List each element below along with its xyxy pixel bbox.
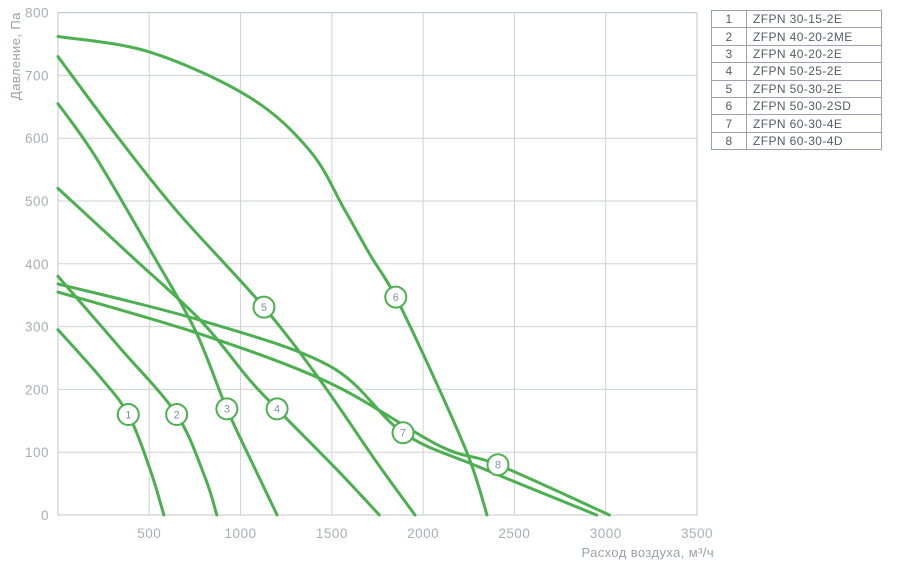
y-tick-label: 200	[25, 382, 49, 397]
legend-row: 3 ZFPN 40-20-2E	[711, 44, 882, 64]
curve-marker-number-7: 7	[400, 428, 406, 440]
x-tick-label: 2500	[498, 526, 530, 541]
y-tick-label: 700	[25, 68, 49, 83]
legend-row-number: 6	[711, 96, 747, 116]
legend-row-model: ZFPN 50-30-2SD	[746, 96, 882, 116]
curve-marker-circle-4	[265, 397, 289, 421]
curve-marker-number-8: 8	[495, 460, 501, 472]
y-tick-label: 800	[25, 6, 49, 21]
curve-4-zfpn-50-25-2e	[56, 186, 381, 517]
curve-marker-circle-6	[384, 285, 408, 309]
legend-row: 8 ZFPN 60-30-4D	[711, 131, 882, 151]
legend-row-number: 8	[711, 131, 747, 151]
curve-layer	[56, 35, 611, 517]
x-tick-label: 3500	[681, 526, 713, 541]
grid-lines	[58, 12, 698, 515]
y-tick-label: 100	[25, 445, 49, 460]
curve-marker-circle-1	[116, 403, 140, 427]
legend-row-number: 3	[711, 44, 747, 64]
legend-row-model: ZFPN 50-30-2E	[746, 79, 882, 98]
curve-marker-number-4: 4	[274, 404, 280, 416]
x-tick-label: 3000	[590, 526, 622, 541]
legend-row-model: ZFPN 60-30-4D	[746, 131, 882, 151]
curve-marker-number-6: 6	[393, 292, 399, 304]
curve-1-zfpn-30-15-2e	[56, 328, 166, 517]
y-tick-label: 500	[25, 194, 49, 209]
curve-8-zfpn-60-30-4d	[56, 290, 611, 517]
curve-5-zfpn-50-30-2e	[56, 55, 417, 517]
curve-7-zfpn-60-30-4e	[56, 282, 599, 517]
legend-row-model: ZFPN 40-20-2ME	[746, 27, 882, 46]
curve-marker-circle-2	[165, 403, 189, 427]
curve-marker-circle-7	[391, 421, 415, 445]
y-tick-label: 600	[25, 131, 49, 146]
legend-row-number: 2	[711, 27, 747, 46]
legend-row-model: ZFPN 50-25-2E	[746, 62, 882, 81]
curve-marker-circle-5	[252, 295, 276, 319]
curve-marker-circle-8	[486, 453, 510, 477]
legend-row-number: 5	[711, 79, 747, 98]
legend-table: 1 ZFPN 30-15-2E 2 ZFPN 40-20-2ME 3 ZFPN 40-20…	[711, 9, 882, 151]
legend-row-model: ZFPN 30-15-2E	[746, 9, 882, 29]
x-tick-label: 1000	[225, 526, 257, 541]
y-axis-title: Давление, Па	[8, 12, 23, 100]
legend-row: 4 ZFPN 50-25-2E	[711, 62, 882, 81]
curve-marker-number-1: 1	[125, 409, 131, 421]
legend-row-number: 4	[711, 62, 747, 81]
curve-markers: 1 2 3 4 5 6 7 8	[116, 285, 510, 477]
legend-row-model: ZFPN 40-20-2E	[746, 44, 882, 64]
legend-row: 1 ZFPN 30-15-2E	[711, 9, 882, 29]
curve-marker-circle-3	[215, 397, 239, 421]
axis-tick-labels: 500 1000 1500 2000 2500 3000 35000100200300400…	[25, 6, 713, 541]
x-tick-label: 1500	[316, 526, 348, 541]
legend-row: 6 ZFPN 50-30-2SD	[711, 96, 882, 116]
legend-row-number: 1	[711, 9, 747, 29]
legend-row-model: ZFPN 60-30-4E	[746, 114, 882, 133]
legend-row: 5 ZFPN 50-30-2E	[711, 79, 882, 98]
legend-row-number: 7	[711, 114, 747, 133]
curve-marker-number-2: 2	[174, 409, 180, 421]
x-axis-title: Расход воздуха, м³/ч	[581, 545, 714, 560]
legend-row: 7 ZFPN 60-30-4E	[711, 114, 882, 133]
legend-row: 2 ZFPN 40-20-2ME	[711, 27, 882, 46]
curve-6-zfpn-50-30-2sd	[56, 35, 489, 517]
curve-3-zfpn-40-20-2e	[56, 102, 279, 517]
y-tick-label: 400	[25, 257, 49, 272]
y-tick-label: 0	[41, 508, 49, 523]
curve-marker-number-3: 3	[224, 404, 230, 416]
curve-marker-number-5: 5	[261, 302, 267, 314]
x-tick-label: 2000	[407, 526, 439, 541]
x-tick-label: 500	[137, 526, 161, 541]
y-tick-label: 300	[25, 320, 49, 335]
